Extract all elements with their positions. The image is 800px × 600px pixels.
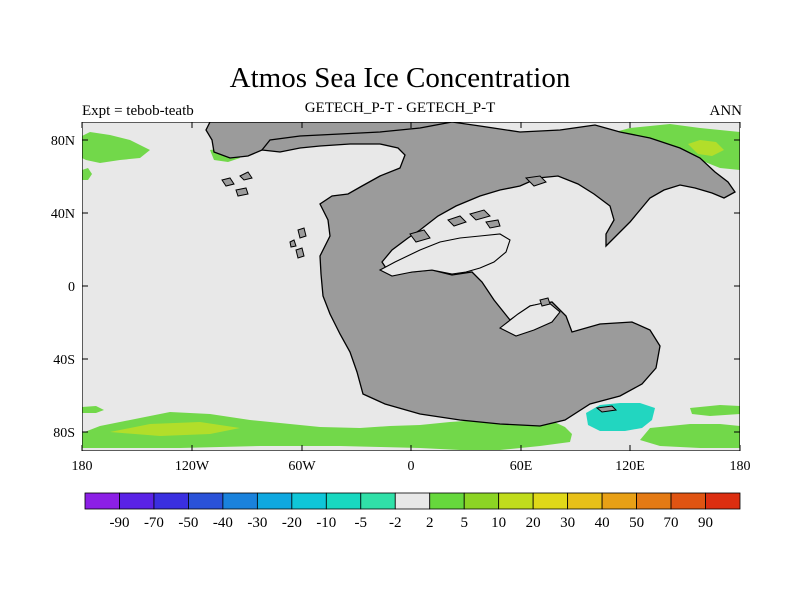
colorbar-label: 90 <box>698 515 713 531</box>
colorbar: -90 -70 -50 -40 -30 -20 -10 -5 -2 2 5 10 20 30 40 50 70 9… <box>84 492 741 531</box>
southern-islands <box>539 297 618 413</box>
colorbar-label: -90 <box>109 515 129 531</box>
colorbar-box <box>463 492 500 510</box>
colorbar-label: -30 <box>247 515 267 531</box>
colorbar-label: 40 <box>595 515 610 531</box>
colorbar-box <box>498 492 534 510</box>
ice-anomaly-arctic-west <box>82 132 150 163</box>
lat-label-0: 0 <box>68 280 75 295</box>
lon-label-120e: 120E <box>615 459 645 474</box>
lon-label-120w: 120W <box>175 459 210 474</box>
colorbar-box <box>291 492 327 510</box>
lon-label-60e: 60E <box>510 459 533 474</box>
experiment-label: Expt = tebob-teatb <box>82 103 194 119</box>
colorbar-label: -5 <box>355 515 368 531</box>
colorbar-label: -10 <box>316 515 336 531</box>
lon-label-180w: 180 <box>72 459 93 474</box>
colorbar-label: 30 <box>560 515 575 531</box>
lat-label-40n: 40N <box>51 207 75 222</box>
southern-bay <box>498 301 561 337</box>
latitude-ticks <box>82 139 740 433</box>
colorbar-box <box>705 492 741 510</box>
ice-anomaly-antarctic <box>82 412 572 450</box>
colorbar-box <box>601 492 637 510</box>
colorbar-label: 2 <box>426 515 434 531</box>
colorbar-label: 5 <box>460 515 468 531</box>
colorbar-box <box>636 492 672 510</box>
colorbar-label: -50 <box>178 515 198 531</box>
ice-anomaly-antarctic-east <box>640 424 740 448</box>
lat-label-80s: 80S <box>53 426 75 441</box>
arctic-islands <box>221 171 547 259</box>
lat-label-40s: 40S <box>53 353 75 368</box>
colorbar-label: 20 <box>526 515 541 531</box>
colorbar-box <box>222 492 258 510</box>
colorbar-label: -20 <box>282 515 302 531</box>
ice-anomaly-arctic-west-small <box>82 168 92 180</box>
longitude-ticks <box>81 122 741 451</box>
season-label: ANN <box>709 103 743 119</box>
colorbar-label: 50 <box>629 515 644 531</box>
colorbar-label: -70 <box>144 515 164 531</box>
colorbar-label: 70 <box>664 515 679 531</box>
chart-title: Atmos Sea Ice Concentration <box>229 62 571 94</box>
colorbar-box <box>567 492 603 510</box>
colorbar-box <box>532 492 569 510</box>
colorbar-box <box>188 492 224 510</box>
colorbar-box <box>394 492 431 510</box>
map-panel <box>82 122 740 451</box>
colorbar-box <box>360 492 396 510</box>
inland-gulf <box>378 233 511 277</box>
ice-anomaly-antarctic-east-strip <box>690 405 740 416</box>
lat-label-80n: 80N <box>51 134 75 149</box>
lon-label-180e: 180 <box>730 459 751 474</box>
colorbar-label: -40 <box>213 515 233 531</box>
ice-anomaly-arctic-east-strong <box>688 140 724 156</box>
colorbar-label: -2 <box>389 515 402 531</box>
ice-anomaly-antarctic-west-strip <box>82 406 104 413</box>
colorbar-box <box>325 492 362 510</box>
lon-label-60w: 60W <box>288 459 316 474</box>
lon-label-0: 0 <box>408 459 415 474</box>
colorbar-box <box>84 492 120 510</box>
colorbar-label: 10 <box>491 515 506 531</box>
colorbar-box <box>429 492 465 510</box>
colorbar-box <box>153 492 189 510</box>
ice-anomaly-antarctic-strong <box>110 422 240 436</box>
colorbar-box <box>256 492 293 510</box>
colorbar-box <box>670 492 706 510</box>
chart-subtitle: GETECH_P-T - GETECH_P-T <box>304 100 496 116</box>
colorbar-box <box>119 492 155 510</box>
